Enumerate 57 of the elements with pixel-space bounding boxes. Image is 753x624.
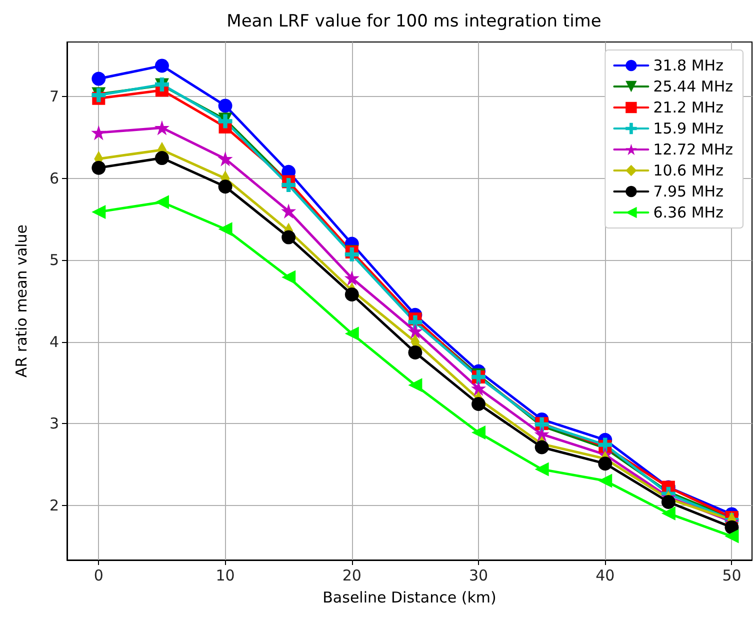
chart-title: Mean LRF value for 100 ms integration time: [226, 12, 602, 32]
point: [344, 270, 360, 286]
point: [724, 529, 739, 544]
point: [534, 426, 550, 442]
point: [282, 270, 296, 284]
legend-label: 25.44 MHz: [653, 78, 734, 96]
point: [472, 426, 486, 440]
point: [218, 180, 232, 194]
point: [154, 120, 170, 136]
point: [344, 287, 359, 302]
legend-label: 15.9 MHz: [653, 120, 724, 138]
y-tick-label: 3: [49, 414, 59, 433]
y-tick-label: 5: [49, 251, 59, 270]
point: [471, 380, 486, 396]
point: [218, 222, 232, 236]
point: [408, 315, 422, 330]
point: [92, 72, 106, 86]
point: [154, 195, 169, 210]
x-tick-label: 0: [94, 566, 104, 584]
legend-label: 10.6 MHz: [653, 162, 724, 180]
point: [598, 474, 612, 488]
point: [472, 396, 486, 411]
legend-label: 6.36 MHz: [653, 204, 724, 222]
point: [408, 345, 422, 360]
point: [282, 230, 296, 244]
legend-label: 31.8 MHz: [653, 56, 724, 74]
x-tick-label: 30: [468, 566, 488, 584]
point: [154, 151, 169, 166]
y-tick-label: 6: [49, 169, 59, 188]
y-tick-label: 7: [49, 88, 59, 106]
y-tick-label: 4: [49, 332, 59, 351]
point: [218, 98, 232, 113]
point: [154, 58, 169, 73]
legend-label: 7.95 MHz: [653, 182, 724, 200]
point: [92, 160, 106, 175]
x-tick-label: 20: [342, 566, 362, 584]
point: [218, 151, 233, 166]
point: [344, 326, 359, 341]
point: [91, 125, 106, 140]
point: [598, 456, 612, 471]
point: [661, 494, 676, 509]
point: [534, 462, 549, 476]
x-tick-label: 10: [216, 566, 235, 584]
x-tick-label: 40: [596, 566, 615, 584]
x-tick-label: 50: [722, 566, 742, 584]
y-axis-title: AR ratio mean value: [12, 224, 30, 378]
legend-label: 12.72 MHz: [653, 140, 734, 158]
x-axis-title: Baseline Distance (km): [322, 588, 496, 606]
point: [344, 247, 359, 262]
point: [408, 378, 422, 392]
point: [661, 506, 676, 520]
y-tick-label: 2: [49, 496, 59, 514]
legend-label: 21.2 MHz: [653, 98, 724, 116]
point: [408, 324, 423, 339]
point: [281, 204, 296, 219]
point: [534, 440, 549, 454]
point: [92, 204, 106, 219]
